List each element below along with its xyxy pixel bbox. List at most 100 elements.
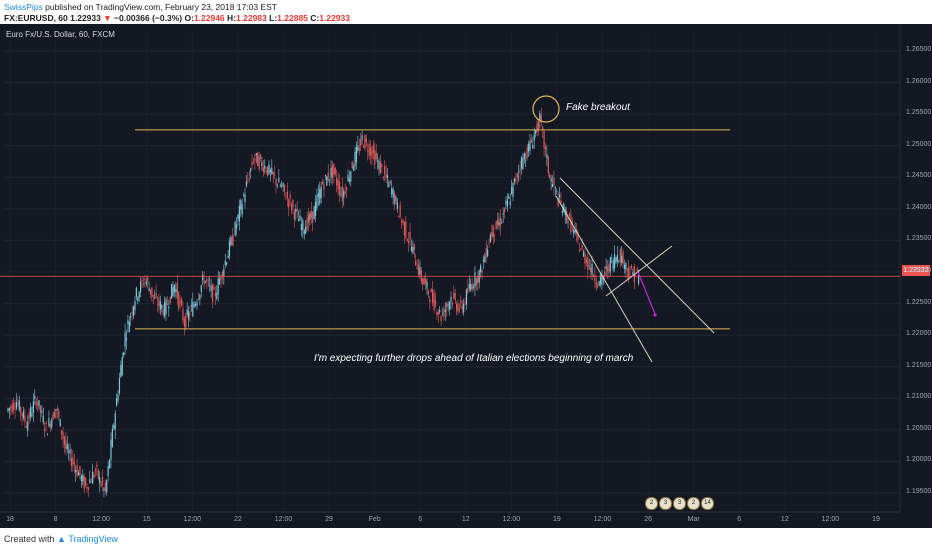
candle-body — [614, 254, 616, 269]
candle-body — [563, 203, 565, 212]
candle-body — [257, 152, 259, 167]
candle-body — [116, 398, 118, 406]
candle-body — [83, 476, 85, 490]
candle-body — [616, 254, 619, 262]
candle-body — [278, 178, 280, 183]
candle-body — [11, 404, 13, 413]
candle-body — [362, 146, 365, 148]
candle-body — [441, 313, 444, 315]
candle-body — [547, 156, 549, 173]
candle-body — [55, 409, 57, 412]
time-tick-label: 18 — [6, 516, 14, 523]
tradingview-link[interactable]: TradingView — [68, 534, 118, 544]
candle-body — [238, 205, 240, 222]
candle-body — [509, 201, 511, 206]
event-flag-icon[interactable]: 2 — [687, 497, 700, 510]
candle-body — [623, 264, 626, 269]
candle-body — [62, 432, 64, 440]
event-flag-icon[interactable]: 2 — [645, 497, 658, 510]
candle-body — [523, 153, 525, 160]
candle-body — [451, 302, 453, 305]
candle-body — [361, 135, 363, 140]
candle-body — [307, 214, 310, 223]
candle-body — [488, 242, 490, 244]
price-tick-label: 1.24500 — [906, 172, 932, 180]
candle-body — [422, 278, 424, 285]
candle-body — [430, 288, 432, 293]
candle-body — [187, 311, 190, 320]
candle-body — [434, 300, 437, 306]
breakout-line — [605, 245, 673, 297]
event-flag-icon[interactable]: 14 — [701, 497, 714, 510]
candle-body — [254, 158, 256, 161]
candle-body — [375, 152, 377, 160]
candle-body — [120, 365, 122, 378]
price-tick-label: 1.23000 — [906, 267, 932, 274]
candle-body — [622, 251, 624, 265]
candle-body — [228, 240, 231, 257]
candle-body — [264, 165, 266, 169]
candle-body — [135, 287, 137, 297]
candle-body — [28, 412, 30, 420]
current-price-label: 1.22933 — [902, 265, 930, 276]
candle-body — [485, 247, 487, 258]
time-tick-label: 12 — [780, 516, 789, 523]
time-tick-label: 12:00 — [593, 516, 612, 523]
candle-body — [99, 476, 101, 484]
candle-body — [21, 413, 23, 417]
candle-body — [446, 303, 448, 308]
candle-body — [396, 202, 398, 209]
candle-body — [636, 269, 638, 272]
projection-arrow — [637, 271, 656, 315]
candle-body — [518, 171, 520, 173]
event-flag-icon[interactable]: 3 — [659, 497, 672, 510]
candle-body — [410, 247, 413, 251]
candle-body — [288, 199, 290, 208]
candle-body — [492, 225, 494, 238]
price-chart[interactable] — [0, 24, 932, 528]
candle-body — [443, 308, 445, 317]
author-link[interactable]: SwissPips — [4, 2, 43, 12]
candle-body — [329, 179, 331, 181]
candle-body — [147, 277, 149, 282]
time-tick-label: 29 — [325, 516, 333, 523]
candle-body — [511, 187, 513, 194]
candle-body — [330, 167, 332, 179]
candle-body — [419, 266, 421, 275]
candle-body — [450, 296, 452, 303]
candle-body — [439, 309, 441, 313]
candle-body — [460, 300, 462, 304]
candle-body — [491, 232, 493, 237]
candle-body — [331, 165, 334, 178]
candle-body — [17, 402, 19, 404]
candle-body — [406, 239, 408, 241]
candle-body — [615, 257, 617, 263]
chart-area[interactable]: Euro Fx/U.S. Dollar, 60, FXCM Fake break… — [0, 24, 932, 528]
candle-body — [15, 402, 18, 409]
candle-body — [621, 255, 623, 263]
candle-body — [268, 164, 270, 174]
candle-body — [513, 178, 516, 183]
price-tick-label: 1.20000 — [906, 456, 932, 464]
candle-body — [588, 265, 590, 267]
candle-body — [125, 337, 128, 341]
candle-body — [247, 179, 249, 181]
candle-body — [24, 415, 26, 422]
candle-body — [632, 272, 634, 275]
candle-body — [110, 439, 112, 460]
candle-body — [118, 378, 121, 394]
candle-body — [197, 298, 200, 300]
candle-body — [241, 204, 243, 215]
candle-body — [172, 287, 174, 297]
candle-body — [393, 192, 396, 205]
candle-body — [22, 411, 25, 419]
high-value: 1.22983 — [236, 13, 267, 23]
candle-body — [53, 412, 56, 418]
candle-body — [79, 465, 81, 476]
publish-header: SwissPips published on TradingView.com, … — [0, 0, 932, 24]
event-flag-icon[interactable]: 3 — [673, 497, 686, 510]
time-tick-label: 6 — [737, 516, 742, 523]
candle-body — [76, 465, 78, 476]
candle-body — [266, 166, 269, 176]
open-label: O: — [184, 13, 194, 23]
